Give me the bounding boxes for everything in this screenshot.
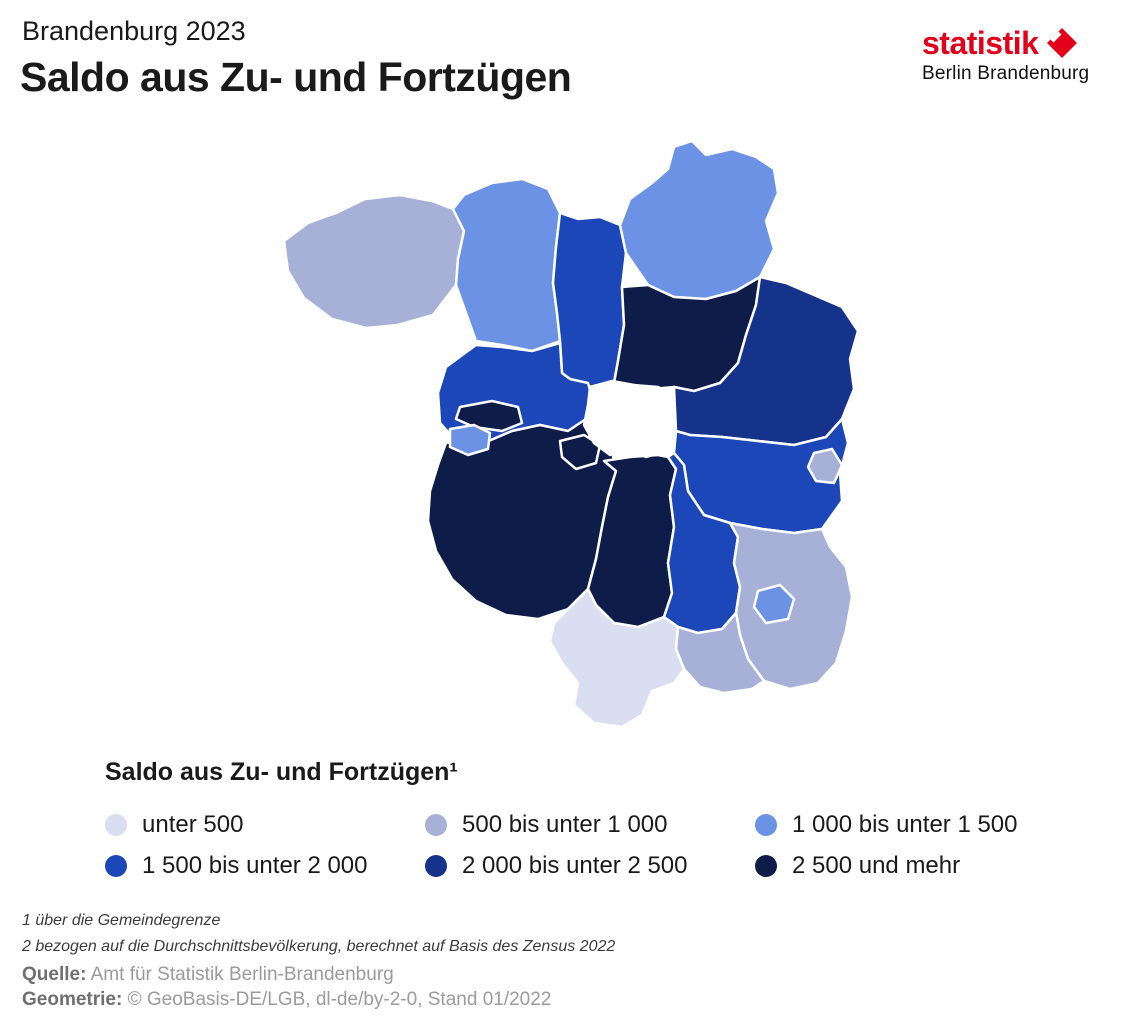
legend-grid: unter 500 500 bis unter 1 000 1 000 bis …	[105, 811, 1115, 880]
district-frankfurt-oder	[806, 447, 844, 485]
page-title: Saldo aus Zu- und Fortzügen	[20, 54, 572, 100]
brandenburg-map-svg	[282, 139, 860, 729]
source-text: Amt für Statistik Berlin-Brandenburg	[86, 964, 394, 985]
legend-label: 1 500 bis unter 2 000	[142, 852, 368, 879]
footnotes: 1 über die Gemeindegrenze 2 bezogen auf …	[22, 912, 615, 1011]
statistik-logo-diamond-icon	[1045, 26, 1079, 60]
region-year-label: Brandenburg 2023	[22, 16, 246, 46]
source-line: Quelle: Amt für Statistik Berlin-Branden…	[22, 964, 615, 986]
statistik-logo-wordmark: statistik	[922, 25, 1039, 61]
geometry-label: Geometrie:	[22, 989, 123, 1010]
legend-swatch	[755, 855, 777, 877]
choropleth-map	[270, 135, 870, 745]
legend-swatch	[105, 855, 127, 877]
statistik-logo: statistik Berlin Brandenburg	[922, 26, 1118, 85]
map-legend: Saldo aus Zu- und Fortzügen¹ unter 500 5…	[105, 758, 1115, 880]
legend-item: 2 000 bis unter 2 500	[425, 852, 755, 880]
district-prignitz	[282, 193, 466, 330]
legend-swatch	[425, 814, 447, 836]
legend-swatch	[755, 814, 777, 836]
geometry-line: Geometrie: © GeoBasis-DE/LGB, dl-de/by-2…	[22, 989, 615, 1011]
legend-label: 1 000 bis unter 1 500	[792, 811, 1018, 838]
geometry-text: © GeoBasis-DE/LGB, dl-de/by-2-0, Stand 0…	[122, 989, 552, 1010]
legend-item: 1 500 bis unter 2 000	[105, 852, 425, 880]
legend-label: 500 bis unter 1 000	[462, 811, 668, 838]
legend-label: unter 500	[142, 811, 244, 838]
district-potsdam	[558, 433, 602, 471]
legend-swatch	[105, 814, 127, 836]
legend-title: Saldo aus Zu- und Fortzügen¹	[105, 758, 458, 786]
legend-item: unter 500	[105, 811, 425, 839]
district-oberhavel	[551, 211, 628, 389]
district-elbe-elster	[548, 587, 686, 729]
berlin-hole	[582, 379, 676, 459]
legend-label: 2 500 und mehr	[792, 852, 961, 879]
district-ostprignitz-ruppin	[451, 177, 562, 353]
district-uckermark	[618, 139, 780, 301]
legend-item: 500 bis unter 1 000	[425, 811, 755, 839]
legend-label: 2 000 bis unter 2 500	[462, 852, 688, 879]
footnote-2: 2 bezogen auf die Durchschnittsbevölkeru…	[22, 938, 616, 955]
source-label: Quelle:	[22, 964, 87, 985]
district-cottbus	[752, 583, 796, 625]
statistik-logo-region: Berlin Brandenburg	[922, 63, 1090, 84]
footnote-1: 1 über die Gemeindegrenze	[22, 912, 221, 929]
legend-item: 1 000 bis unter 1 500	[755, 811, 1085, 839]
district-brandenburg-an-der-havel	[448, 423, 492, 457]
legend-item: 2 500 und mehr	[755, 852, 1085, 880]
legend-swatch	[425, 855, 447, 877]
